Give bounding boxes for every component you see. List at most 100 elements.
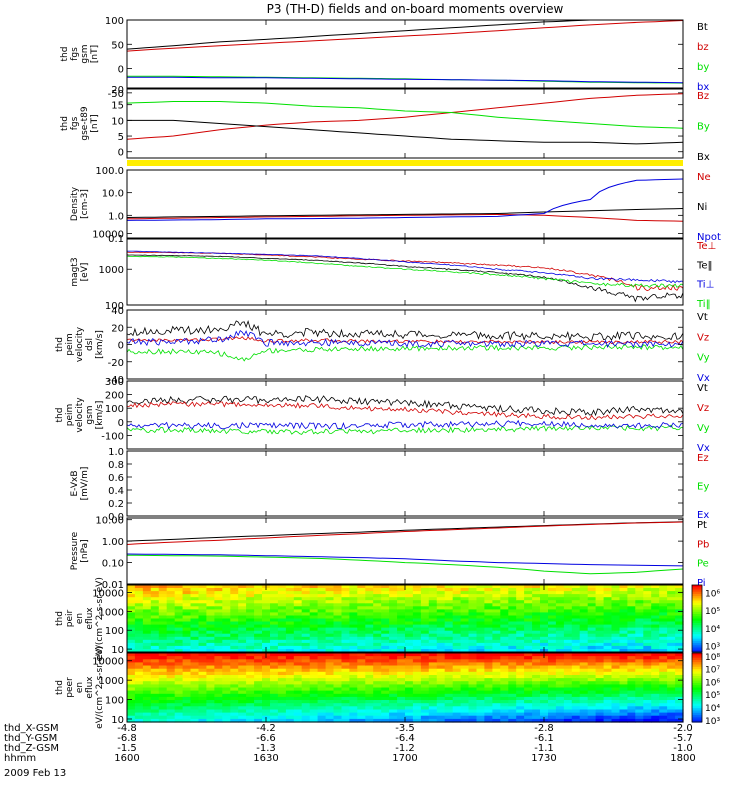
spectrogram-cell <box>238 678 247 682</box>
spectrogram-cell <box>508 712 517 717</box>
spectrogram-cell <box>349 681 358 685</box>
spectrogram-cell <box>270 715 279 720</box>
spectrogram-cell <box>667 684 676 689</box>
spectrogram-cell <box>182 585 192 589</box>
spectrogram-cell <box>428 690 438 695</box>
spectrogram-cell <box>365 656 374 660</box>
spectrogram-cell <box>627 588 636 592</box>
spectrogram-cell <box>571 656 581 660</box>
spectrogram-cell <box>532 712 541 717</box>
spectrogram-cell <box>397 597 406 601</box>
spectrogram-cell <box>127 681 136 685</box>
spectrogram-cell <box>508 709 517 714</box>
spectrogram-cell <box>262 675 271 679</box>
series-line-red <box>126 20 684 52</box>
colorbar-segment <box>692 705 702 709</box>
spectrogram-cell <box>651 649 660 653</box>
spectrogram-cell <box>127 709 136 714</box>
spectrogram-cell <box>238 597 247 601</box>
spectrogram-cell <box>563 606 573 610</box>
spectrogram-cell <box>373 612 382 616</box>
spectrogram-cell <box>436 591 446 595</box>
spectrogram-cell <box>667 585 676 589</box>
spectrogram-cell <box>508 588 517 592</box>
spectrogram-cell <box>270 712 279 717</box>
spectrogram-cell <box>190 588 199 592</box>
spectrogram-cell <box>246 615 255 620</box>
spectrogram-cell <box>412 585 422 589</box>
spectrogram-cell <box>270 636 279 641</box>
spectrogram-cell <box>301 597 311 601</box>
spectrogram-cell <box>293 597 303 601</box>
spectrogram-cell <box>309 653 319 657</box>
spectrogram-cell <box>428 706 438 710</box>
spectrogram-cell <box>643 668 652 673</box>
spectrogram-cell <box>484 603 493 607</box>
spectrogram-cell <box>166 591 176 595</box>
spectrogram-cell <box>246 597 255 601</box>
spectrogram-cell <box>127 668 136 673</box>
spectrogram-cell <box>389 659 398 663</box>
spectrogram-cell <box>667 624 676 629</box>
spectrogram-cell <box>420 690 430 695</box>
spectrogram-cell <box>222 618 231 623</box>
spectrogram-cell <box>397 609 406 613</box>
spectrogram-cell <box>540 662 549 667</box>
spectrogram-cell <box>635 609 644 613</box>
spectrogram-cell <box>603 659 613 663</box>
spectrogram-cell <box>548 609 557 613</box>
spectrogram-cell <box>611 681 620 685</box>
spectrogram-cell <box>166 633 176 638</box>
spectrogram-cell <box>532 709 541 714</box>
spectrogram-cell <box>198 645 207 650</box>
spectrogram-cell <box>611 690 620 695</box>
spectrogram-cell <box>301 594 311 598</box>
spectrogram-cell <box>134 665 144 670</box>
spectrogram-cell <box>341 687 350 692</box>
spectrogram-cell <box>134 718 144 723</box>
colorbar-segment <box>692 653 702 656</box>
spectrogram-cell <box>405 706 414 710</box>
spectrogram-cell <box>285 627 295 632</box>
spectrogram-cell <box>381 636 390 641</box>
spectrogram-cell <box>532 591 541 595</box>
spectrogram-cell <box>603 615 613 620</box>
spectrogram-cell <box>420 662 430 667</box>
spectrogram-cell <box>603 627 613 632</box>
spectrogram-cell <box>444 659 454 663</box>
spectrogram-cell <box>301 690 311 695</box>
legend-entry: bx <box>697 82 709 93</box>
spectrogram-cell <box>508 642 517 647</box>
spectrogram-cell <box>349 591 358 595</box>
spectrogram-cell <box>325 681 335 685</box>
spectrogram-cell <box>508 659 517 663</box>
spectrogram-cell <box>484 681 493 685</box>
spectrogram-cell <box>524 639 533 644</box>
spectrogram-cell <box>548 612 557 616</box>
spectrogram-cell <box>603 668 613 673</box>
spectrogram-cell <box>428 662 438 667</box>
spectrogram-cell <box>166 696 176 701</box>
spectrogram-cell <box>150 659 160 663</box>
axis-table-value: 1730 <box>531 753 556 764</box>
spectrogram-cell <box>174 656 184 660</box>
spectrogram-cell <box>277 603 287 607</box>
spectrogram-cell <box>317 681 327 685</box>
spectrogram-cell <box>158 687 168 692</box>
spectrogram-cell <box>182 642 192 647</box>
spectrogram-cell <box>397 588 406 592</box>
spectrogram-cell <box>349 687 358 692</box>
spectrogram-cell <box>444 703 454 707</box>
spectrogram-cell <box>563 700 573 704</box>
spectrogram-cell <box>476 718 485 723</box>
spectrogram-cell <box>611 594 620 598</box>
colorbar-segment <box>692 614 702 617</box>
spectrogram-cell <box>301 645 311 650</box>
spectrogram-cell <box>444 675 454 679</box>
spectrogram-cell <box>301 709 311 714</box>
spectrogram-cell <box>428 653 438 657</box>
y-tick-label: -40 <box>108 375 124 386</box>
y-axis-label: peim <box>65 404 75 427</box>
spectrogram-cell <box>317 684 327 689</box>
